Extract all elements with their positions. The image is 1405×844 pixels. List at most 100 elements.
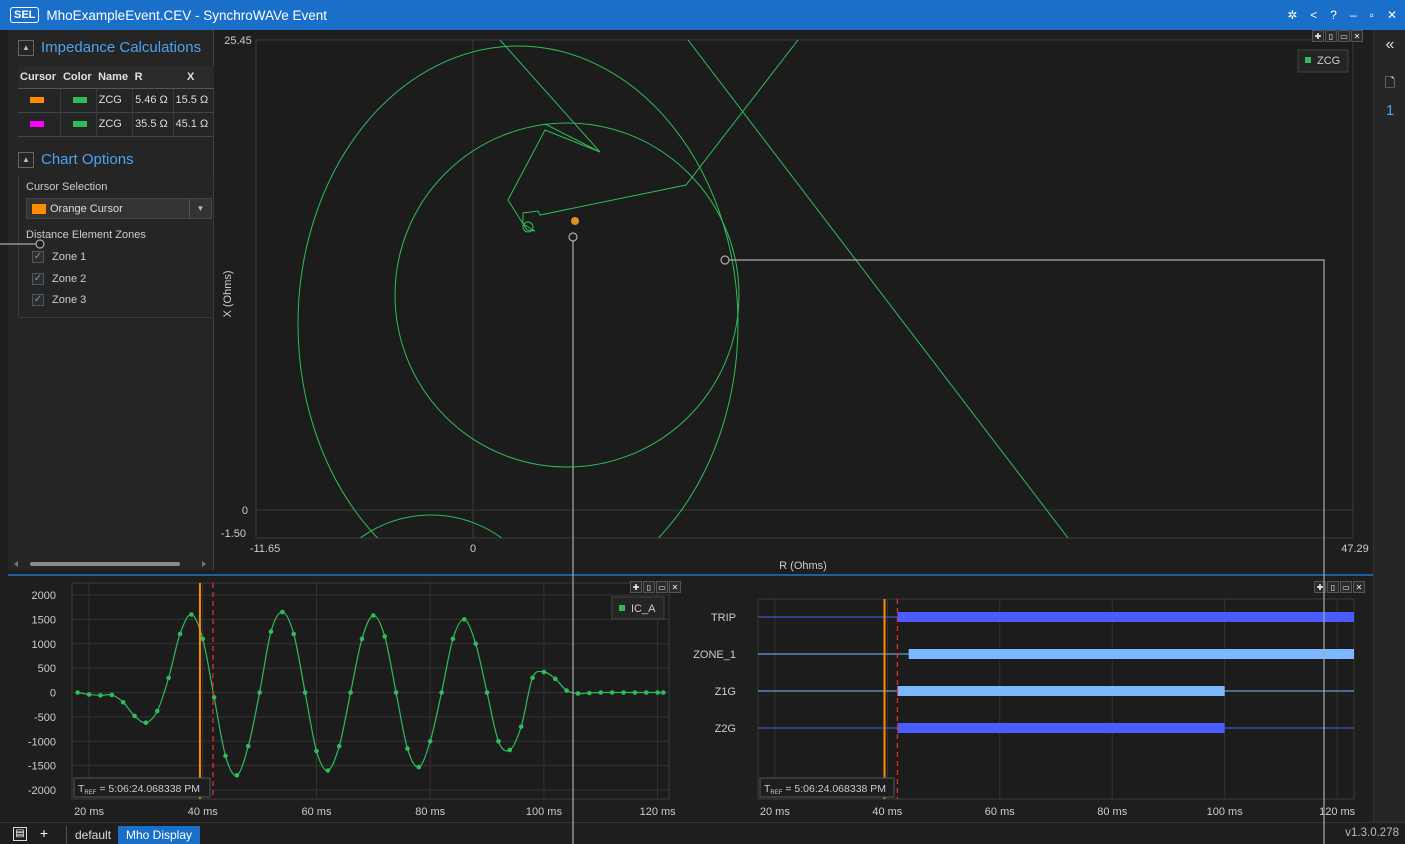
collapse-sidebar-icon[interactable]: «: [1385, 36, 1395, 53]
digital-row-label: Z2G: [715, 723, 736, 735]
zone-1-row[interactable]: ✓ Zone 1: [32, 251, 86, 263]
split-vertical-icon[interactable]: ▭: [656, 581, 668, 593]
digital-x-tick-label: 40 ms: [872, 806, 902, 818]
impedance-section-title: Impedance Calculations: [41, 39, 202, 56]
table-row: ZCG 5.46 Ω 15.5 Ω: [18, 88, 215, 113]
add-icon[interactable]: ✚: [1312, 30, 1324, 42]
right-sidebar: « 🗋 1: [1373, 30, 1405, 822]
version-label: v1.3.0.278: [1345, 827, 1399, 839]
tab-mho-display[interactable]: Mho Display: [118, 826, 201, 844]
minimize-icon[interactable]: –: [1349, 8, 1357, 22]
ic-a-point: [427, 738, 433, 744]
distance-zones-label: Distance Element Zones: [26, 229, 146, 241]
scroll-left-icon[interactable]: [14, 561, 18, 567]
restore-icon[interactable]: ▫: [1369, 8, 1374, 22]
digital-row-label: Z1G: [715, 686, 736, 698]
wave-x-tick-label: 120 ms: [640, 806, 677, 818]
mho-chart-panel: 25.45 0 -1.50 -11.65 0 47.29 R (Ohms) X …: [218, 30, 1373, 574]
wave-y-tick-label: 1000: [32, 639, 56, 651]
wave-y-tick-label: -500: [34, 712, 56, 724]
zone-3-label: Zone 3: [52, 294, 87, 306]
share-icon[interactable]: <: [1310, 8, 1318, 22]
ic-a-point: [661, 690, 666, 695]
ic-a-point: [189, 612, 194, 617]
chevron-down-icon[interactable]: ▼: [189, 199, 211, 218]
zone-2-row[interactable]: ✓ Zone 2: [32, 273, 86, 285]
wave-y-tick-label: 2000: [32, 590, 56, 602]
split-horizontal-icon[interactable]: ▯: [643, 581, 655, 593]
series-swatch: [73, 121, 88, 128]
sel-logo: SEL: [10, 7, 40, 23]
cursor-select-dropdown[interactable]: Orange Cursor ▼: [26, 198, 212, 219]
zone-1-label: Zone 1: [52, 251, 87, 263]
split-vertical-icon[interactable]: ▭: [1338, 30, 1350, 42]
ic-a-point: [473, 641, 478, 647]
collapse-chart-options-button[interactable]: ▲: [18, 151, 34, 168]
document-icon[interactable]: 🗋: [1384, 75, 1396, 90]
scrollbar-thumb[interactable]: [30, 562, 180, 566]
ic-a-point: [609, 690, 615, 695]
ic-a-point: [416, 764, 422, 770]
ic-a-point: [245, 743, 251, 749]
add-icon[interactable]: ✚: [1314, 581, 1326, 593]
horizontal-scrollbar[interactable]: [12, 560, 208, 568]
orange-cursor-marker[interactable]: [571, 217, 579, 225]
x-cell: 15.5 Ω: [173, 88, 215, 113]
chart-options-header[interactable]: ▲ Chart Options: [18, 151, 134, 168]
digital-x-tick-label: 20 ms: [760, 806, 790, 818]
table-header-row: Cursor Color Name R X: [18, 66, 214, 89]
series-color-cell: [60, 88, 97, 113]
split-horizontal-icon[interactable]: ▯: [1325, 30, 1337, 42]
tab-default[interactable]: default: [66, 826, 119, 844]
add-icon[interactable]: ✚: [630, 581, 642, 593]
digital-x-tick-label: 120 ms: [1319, 806, 1356, 818]
gear-icon[interactable]: ✲: [1287, 8, 1298, 22]
zone-1-checkbox[interactable]: ✓: [32, 251, 44, 263]
help-icon[interactable]: ?: [1330, 8, 1337, 22]
digital-chart[interactable]: 20 ms 40 ms 60 ms 80 ms 100 ms 120 ms TRIP ZON…: [692, 577, 1373, 821]
impedance-section-header[interactable]: ▲ Impedance Calculations: [18, 39, 201, 56]
new-document-icon[interactable]: ▤: [13, 827, 27, 841]
zone-2-label: Zone 2: [52, 273, 87, 285]
ic-a-point: [280, 609, 285, 615]
mho-plot-area: [255, 39, 1354, 539]
wave-x-tick-label: 100 ms: [526, 806, 563, 818]
wave-y-tick-label: 1500: [32, 614, 56, 626]
add-tab-icon[interactable]: +: [39, 825, 49, 841]
scroll-right-icon[interactable]: [202, 561, 206, 567]
tref-label: TREF = 5:06:24.068338 PM: [78, 783, 200, 796]
cursor-selected-value: Orange Cursor: [50, 202, 123, 215]
column-header: Cursor: [18, 66, 61, 89]
split-horizontal-icon[interactable]: ▯: [1327, 581, 1339, 593]
wave-legend-label: IC_A: [631, 603, 656, 615]
mho-legend: [1297, 49, 1349, 73]
ic-a-point: [325, 768, 331, 773]
mho-chart[interactable]: 25.45 0 -1.50 -11.65 0 47.29 R (Ohms) X …: [218, 30, 1373, 574]
close-panel-icon[interactable]: ✕: [1351, 30, 1363, 42]
wave-y-tick-label: -1000: [28, 736, 56, 748]
tref-value: 5:06:24.068338 PM: [794, 783, 886, 795]
ic-a-point: [211, 695, 217, 700]
ic-a-point: [507, 747, 513, 753]
digital-row-label: TRIP: [711, 612, 736, 624]
close-panel-icon[interactable]: ✕: [669, 581, 681, 593]
zone-1-circle: [359, 514, 503, 538]
tref-label: TREF = 5:06:24.068338 PM: [764, 783, 886, 796]
series-color-cell: [60, 112, 97, 137]
ic-a-point: [439, 690, 444, 695]
y-zero-label: 0: [242, 505, 248, 517]
ic-a-point: [75, 690, 80, 695]
zone-3-checkbox[interactable]: ✓: [32, 294, 44, 306]
zone-3-row[interactable]: ✓ Zone 3: [32, 294, 86, 306]
close-icon[interactable]: ✕: [1386, 8, 1397, 22]
zone-2-checkbox[interactable]: ✓: [32, 273, 44, 285]
collapse-impedance-button[interactable]: ▲: [18, 39, 34, 56]
close-panel-icon[interactable]: ✕: [1353, 581, 1365, 593]
panel-divider[interactable]: [8, 574, 1373, 576]
split-vertical-icon[interactable]: ▭: [1340, 581, 1352, 593]
name-cell: ZCG: [96, 88, 134, 113]
page-number[interactable]: 1: [1385, 102, 1395, 119]
waveform-chart[interactable]: 2000 1500 1000 500 0 -500 -1000 -1500 -2000 20 m…: [8, 577, 688, 821]
impedance-trajectory: [507, 40, 799, 232]
ic-a-point: [530, 675, 535, 681]
